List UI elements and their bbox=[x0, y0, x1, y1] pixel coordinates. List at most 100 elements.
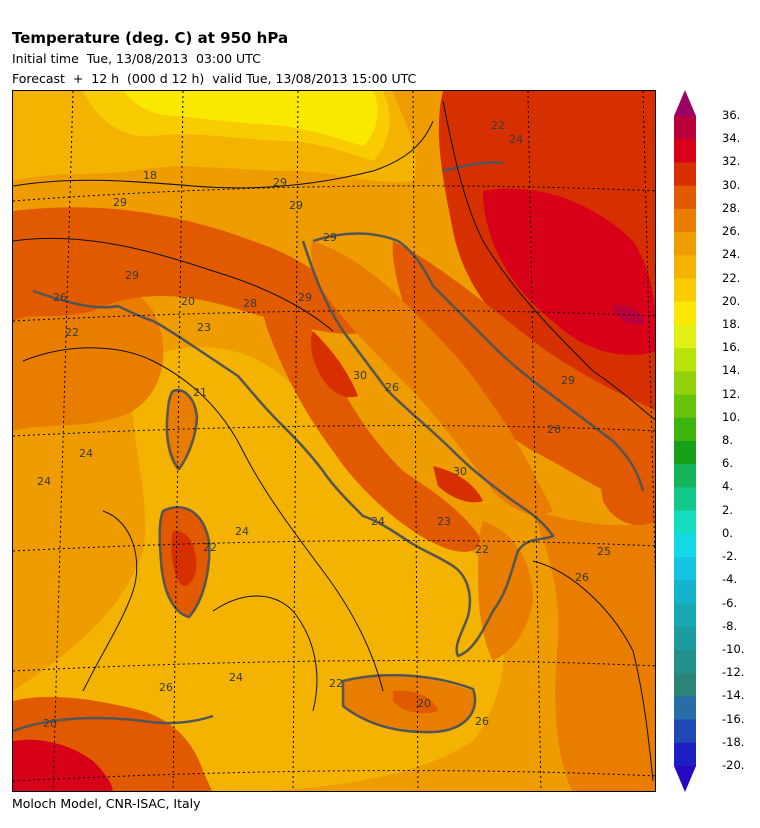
field-26-28-adriatic bbox=[311, 241, 553, 515]
coastline-sardinia bbox=[158, 506, 211, 619]
color-scale-tick-label: 18. bbox=[722, 316, 741, 331]
color-scale-tick-label: 16. bbox=[722, 340, 741, 355]
contour-label: 28 bbox=[243, 297, 257, 310]
color-scale-segment bbox=[674, 417, 696, 442]
isotherm-26-east bbox=[532, 560, 654, 782]
contour-label: 24 bbox=[229, 671, 243, 684]
color-scale-tick-label: 24. bbox=[722, 247, 741, 262]
forecast-valid-text: Forecast + 12 h (000 d 12 h) valid Tue, … bbox=[12, 71, 417, 86]
contour-label: 30 bbox=[453, 465, 467, 478]
contour-label: 22 bbox=[329, 677, 343, 690]
color-scale-segment bbox=[674, 580, 696, 604]
coastline-france bbox=[32, 289, 119, 309]
color-scale-tick-label: -4. bbox=[722, 572, 738, 587]
color-scale-segment bbox=[674, 719, 696, 744]
color-scale-segment bbox=[674, 232, 696, 256]
longitude-line bbox=[52, 91, 74, 791]
coastline-adriatic-east bbox=[312, 232, 645, 492]
color-scale-tick-label: 32. bbox=[722, 154, 741, 169]
color-scale-segment bbox=[674, 324, 696, 349]
contour-label: 26 bbox=[53, 291, 67, 304]
coastlines bbox=[13, 161, 645, 734]
color-scale-segment bbox=[674, 371, 696, 396]
field-28-30-adriatic-east bbox=[392, 241, 655, 511]
contour-label: 29 bbox=[113, 196, 127, 209]
color-scale-tick-label: 8. bbox=[722, 433, 733, 447]
color-scale-segment bbox=[674, 441, 696, 465]
field-28-30-albania bbox=[593, 401, 655, 525]
coastline-italy-west bbox=[117, 240, 555, 658]
contour-label: 22 bbox=[65, 326, 79, 339]
contour-label: 26 bbox=[547, 423, 561, 436]
contour-label: 25 bbox=[597, 545, 611, 558]
isotherm-22 bbox=[13, 120, 434, 189]
color-scale-tick-label: 36. bbox=[722, 108, 741, 122]
longitude-line bbox=[527, 91, 542, 791]
color-scale-tick-label: -20. bbox=[722, 758, 745, 772]
contour-label: 30 bbox=[353, 369, 367, 382]
color-scale-segment bbox=[674, 162, 696, 187]
isotherm-28 bbox=[442, 100, 655, 421]
contour-labels: 22 24 29 18 29 20 28 29 26 22 23 21 24 2… bbox=[37, 119, 611, 730]
contour-label: 22 bbox=[491, 119, 505, 132]
contour-label: 29 bbox=[289, 199, 303, 212]
isotherm-24-south bbox=[82, 510, 138, 692]
contour-label: 29 bbox=[125, 269, 139, 282]
latitude-line bbox=[13, 540, 655, 552]
color-scale-tick-label: 6. bbox=[722, 456, 733, 471]
color-scale-segment bbox=[674, 557, 696, 581]
color-scale-segment bbox=[674, 673, 696, 697]
color-scale-segment bbox=[674, 742, 696, 767]
color-scale-tick-label: 14. bbox=[722, 363, 741, 378]
color-scale-segment bbox=[674, 255, 696, 279]
color-scale-tick-label: 4. bbox=[722, 479, 733, 494]
color-scale-tick-label: 22. bbox=[722, 270, 741, 285]
color-scale-segment bbox=[674, 626, 696, 651]
color-scale-tick-label: -14. bbox=[722, 688, 745, 703]
color-scale-tick-label: -18. bbox=[722, 734, 745, 749]
color-scale-segment bbox=[674, 208, 696, 233]
colorbar-top-arrow bbox=[674, 90, 696, 116]
contour-label: 29 bbox=[298, 291, 312, 304]
coastline-north bbox=[442, 161, 504, 173]
color-scale-segments bbox=[674, 116, 696, 767]
latitude-line bbox=[13, 310, 655, 322]
contour-label: 20 bbox=[181, 295, 195, 308]
contour-label: 29 bbox=[323, 231, 337, 244]
temperature-field: 22 24 29 18 29 20 28 29 26 22 23 21 24 2… bbox=[13, 91, 655, 791]
color-scale-tick-label: -6. bbox=[722, 595, 738, 610]
contour-label: 18 bbox=[143, 169, 157, 182]
color-scale-segment bbox=[674, 533, 696, 558]
color-scale-segment bbox=[674, 278, 696, 303]
latitude-line bbox=[13, 660, 655, 672]
color-scale-segment bbox=[674, 510, 696, 535]
field-30-32-sardinia bbox=[171, 530, 197, 587]
temperature-map: 22 24 29 18 29 20 28 29 26 22 23 21 24 2… bbox=[12, 90, 656, 792]
contour-label: 26 bbox=[475, 715, 489, 728]
contour-label: 24 bbox=[37, 475, 51, 488]
contour-label: 26 bbox=[385, 381, 399, 394]
color-scale-tick-label: 28. bbox=[722, 200, 741, 215]
color-scale-tick-label: 20. bbox=[722, 293, 741, 308]
contour-label: 24 bbox=[235, 525, 249, 538]
color-scale-bar bbox=[674, 90, 696, 792]
contour-label: 23 bbox=[437, 515, 451, 528]
color-scale-segment bbox=[674, 301, 696, 326]
field-26-28-ionian bbox=[533, 511, 655, 791]
field-32-34-africa bbox=[13, 739, 113, 791]
color-scale-segment bbox=[674, 649, 696, 674]
field-18-20-alps bbox=[123, 91, 378, 146]
coastline-corsica bbox=[165, 388, 199, 471]
contour-label: 23 bbox=[197, 321, 211, 334]
contour-label: 24 bbox=[509, 133, 523, 146]
color-scale-tick-label: 34. bbox=[722, 131, 741, 146]
field-32-34-balkans bbox=[483, 188, 655, 355]
longitude-line bbox=[412, 91, 419, 791]
color-scale-tick-label: -8. bbox=[722, 618, 738, 633]
color-scale-tick-label: 10. bbox=[722, 409, 741, 424]
field-30-32-tuscany bbox=[310, 331, 358, 398]
coastline-africa bbox=[13, 714, 214, 733]
isotherm-24 bbox=[22, 347, 384, 692]
field-28-30-sicily bbox=[393, 690, 438, 714]
color-scale-tick-label: -2. bbox=[722, 549, 738, 564]
